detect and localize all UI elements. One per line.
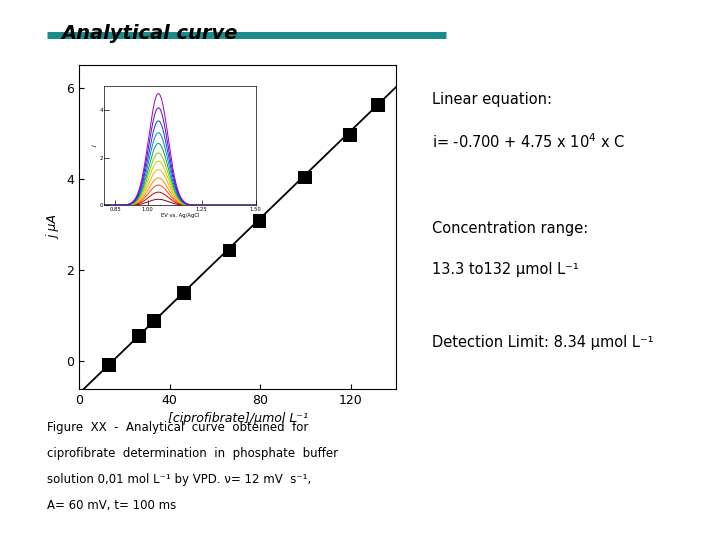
X-axis label: [ciprofibrate]/μmol L⁻¹: [ciprofibrate]/μmol L⁻¹ — [168, 412, 307, 425]
Text: Detection Limit: 8.34 μmol L⁻¹: Detection Limit: 8.34 μmol L⁻¹ — [432, 335, 654, 350]
Text: ciprofibrate  determination  in  phosphate  buffer: ciprofibrate determination in phosphate … — [47, 447, 338, 460]
Y-axis label: j μA: j μA — [48, 215, 60, 239]
Point — [344, 130, 356, 139]
Point — [179, 289, 190, 298]
Y-axis label: j: j — [93, 145, 98, 147]
Text: i= -0.700 + 4.75 x 10$^{4}$ x C: i= -0.700 + 4.75 x 10$^{4}$ x C — [432, 132, 625, 151]
X-axis label: EV vs. Ag/AgCl: EV vs. Ag/AgCl — [161, 213, 199, 218]
Point — [299, 173, 310, 182]
Point — [224, 246, 235, 255]
Text: A= 60 mV, t= 100 ms: A= 60 mV, t= 100 ms — [47, 499, 176, 512]
Point — [148, 317, 160, 326]
Text: i= -0.700 + 4.75 x 10: i= -0.700 + 4.75 x 10 — [0, 539, 1, 540]
Point — [134, 332, 145, 340]
Point — [104, 360, 115, 369]
Text: Concentration range:: Concentration range: — [432, 221, 588, 237]
Point — [372, 100, 384, 109]
Text: solution 0,01 mol L⁻¹ by VPD. ν= 12 mV  s⁻¹,: solution 0,01 mol L⁻¹ by VPD. ν= 12 mV s… — [47, 473, 311, 486]
Text: Figure  XX  -  Analytical  curve  obteined  for: Figure XX - Analytical curve obteined fo… — [47, 421, 308, 434]
Point — [253, 217, 265, 225]
Text: Analytical curve: Analytical curve — [61, 24, 238, 43]
Text: 13.3 to132 μmol L⁻¹: 13.3 to132 μmol L⁻¹ — [432, 262, 579, 277]
Text: Linear equation:: Linear equation: — [432, 92, 552, 107]
